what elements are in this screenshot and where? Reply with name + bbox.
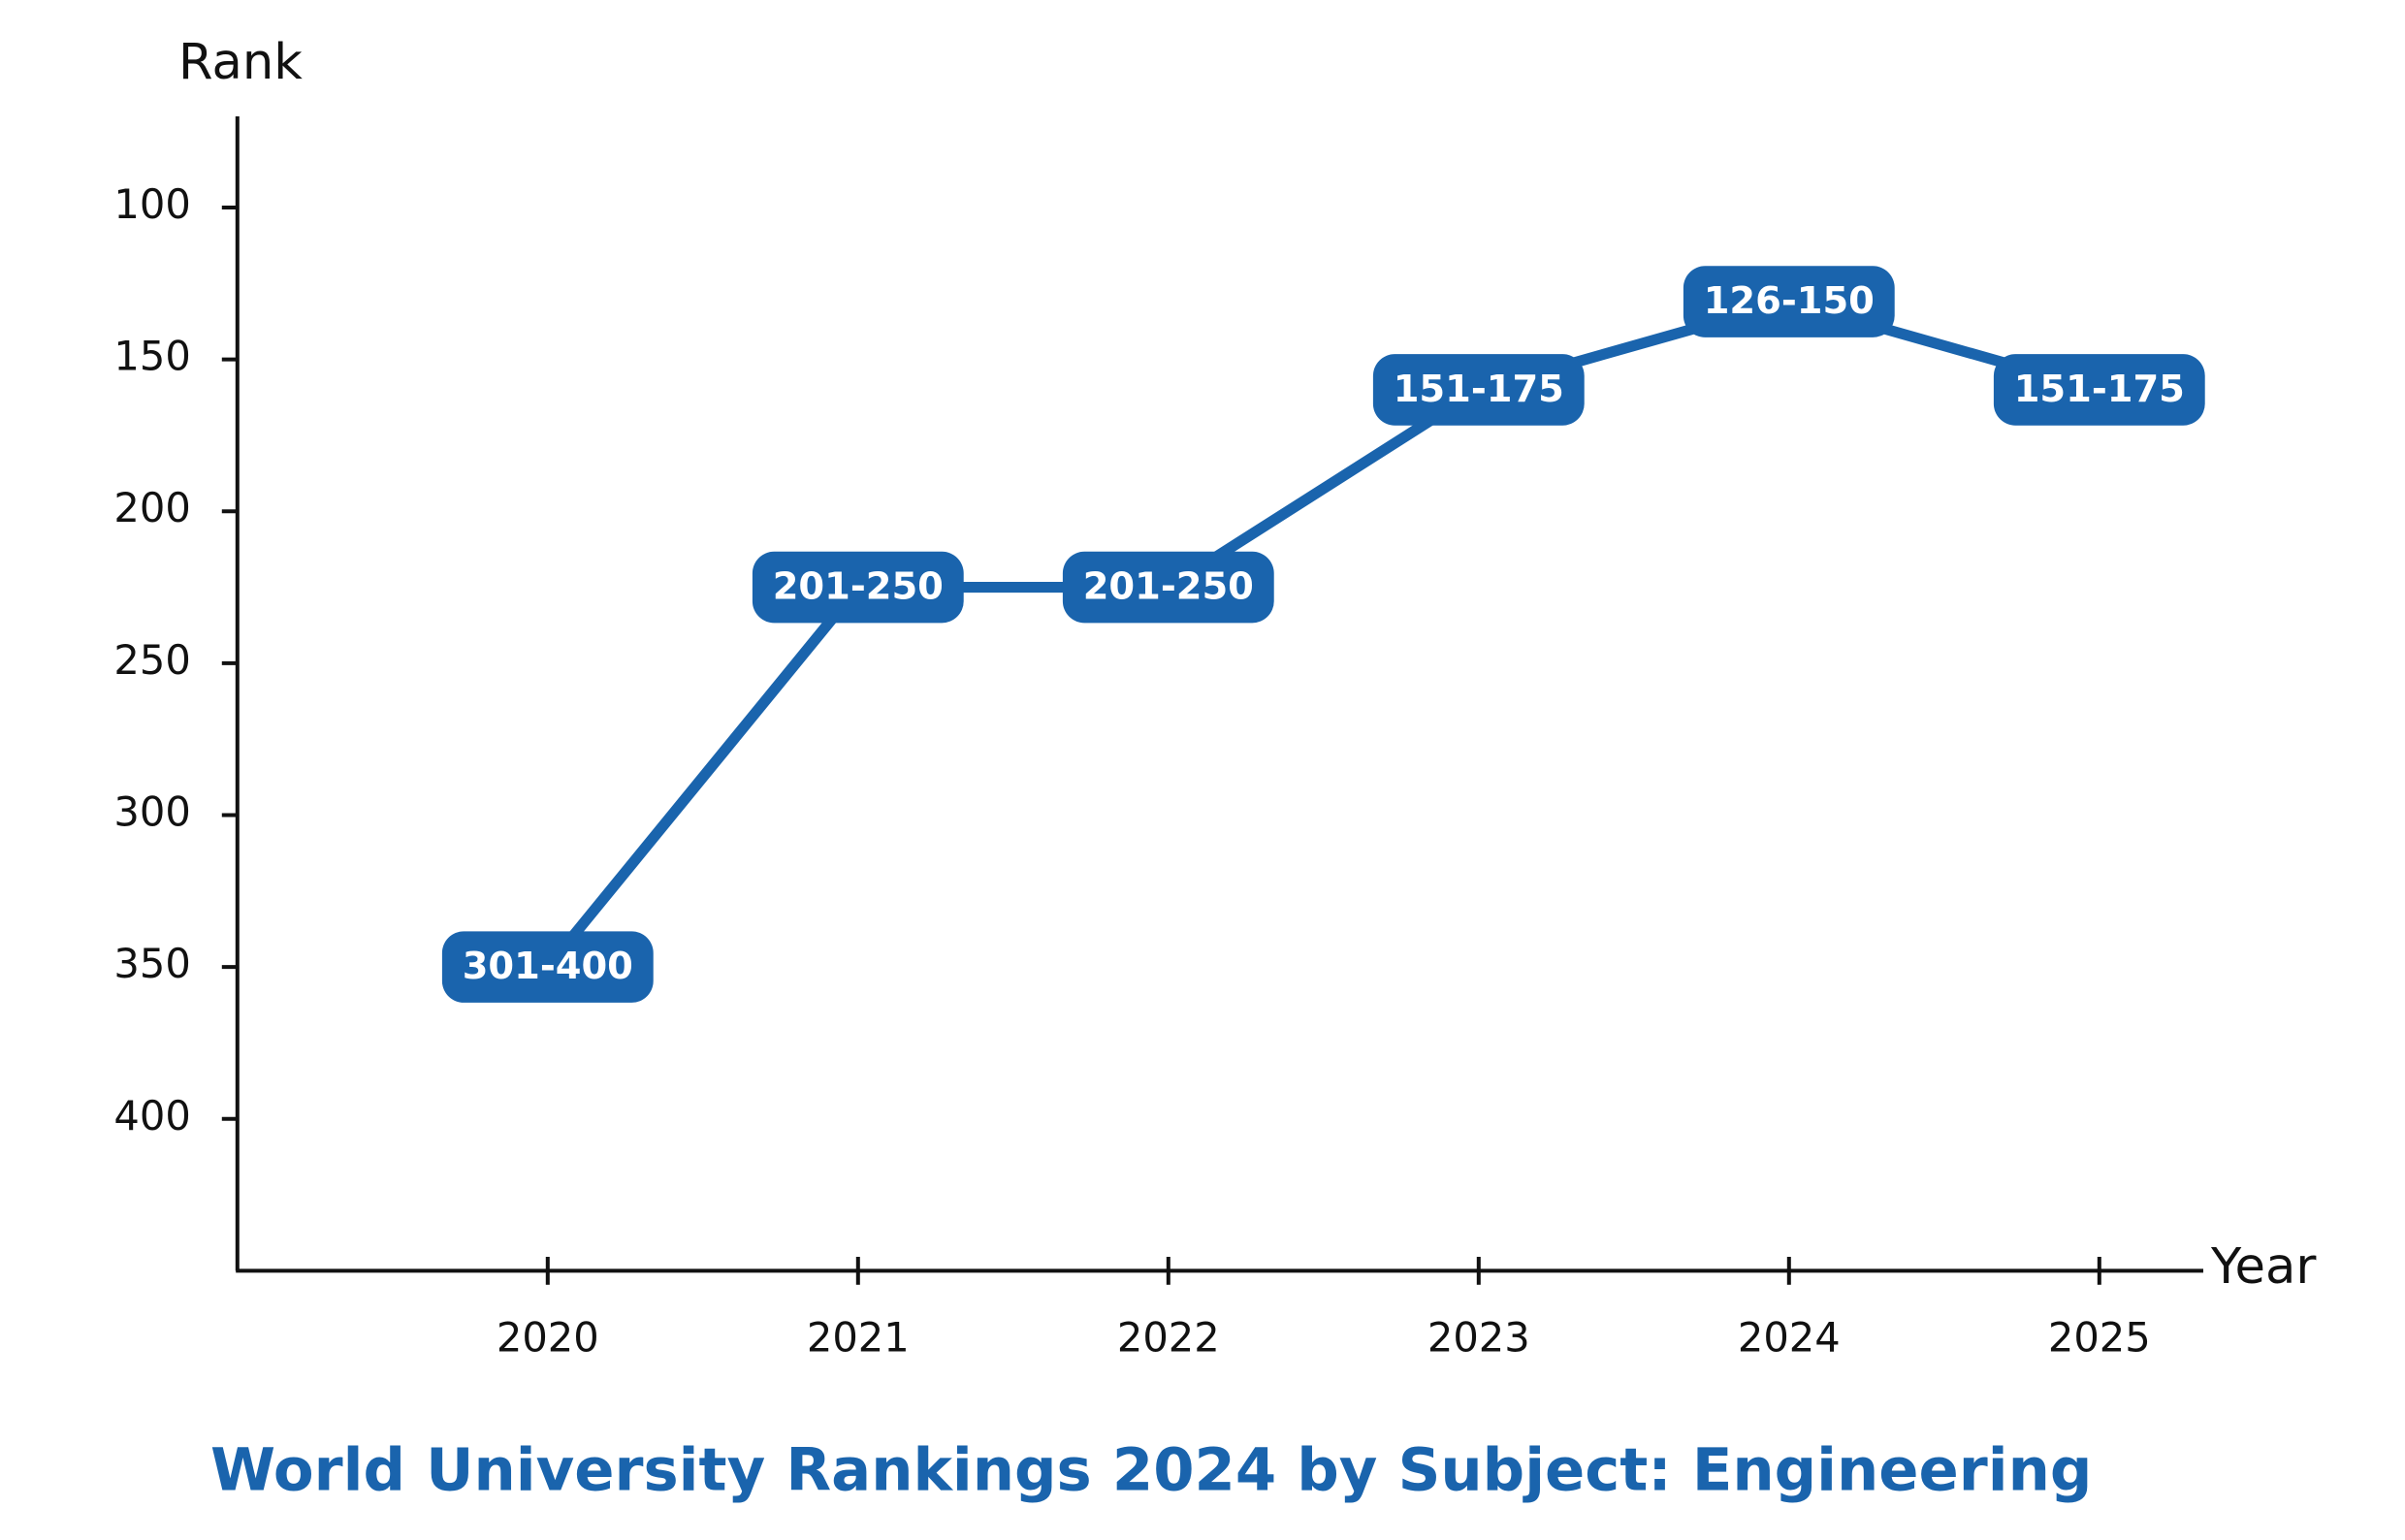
data-label: 201-250 xyxy=(773,565,944,609)
data-label-group: 126-150 xyxy=(1683,266,1895,337)
x-axis-label: Year xyxy=(2210,1237,2317,1296)
line xyxy=(543,296,2101,971)
data-label-group: 151-175 xyxy=(1372,354,1585,426)
data-label-box xyxy=(441,931,654,1003)
data-label-group: 301-400 xyxy=(441,931,654,1003)
y-tick-label: 200 xyxy=(113,484,190,531)
data-label-box xyxy=(1372,354,1585,426)
y-tick-label: 400 xyxy=(113,1092,190,1139)
data-label-group: 151-175 xyxy=(1993,354,2205,426)
y-tick-label: 150 xyxy=(113,333,190,380)
x-tick-label: 2021 xyxy=(807,1313,910,1361)
chart-title: World University Rankings 2024 by Subjec… xyxy=(210,1437,2092,1505)
y-tick-label: 100 xyxy=(113,180,190,228)
x-tick-label: 2022 xyxy=(1117,1313,1220,1361)
data-label-box xyxy=(1062,551,1274,624)
data-label: 126-150 xyxy=(1704,279,1875,323)
x-tick-label: 2024 xyxy=(1738,1313,1841,1361)
data-label-box xyxy=(752,551,964,624)
y-tick-label: 300 xyxy=(113,788,190,836)
data-label-box xyxy=(1683,266,1895,337)
data-label-group: 201-250 xyxy=(752,551,964,624)
data-label: 301-400 xyxy=(463,945,633,988)
x-tick-label: 2023 xyxy=(1427,1313,1530,1361)
data-label: 151-175 xyxy=(2014,368,2185,411)
data-label: 151-175 xyxy=(1394,368,1564,411)
data-label: 201-250 xyxy=(1083,565,1254,609)
x-tick-label: 2020 xyxy=(497,1313,599,1361)
y-axis-label: Rank xyxy=(178,33,303,91)
data-label-group: 201-250 xyxy=(1062,551,1274,624)
data-label-box xyxy=(1993,354,2205,426)
y-tick-label: 250 xyxy=(113,636,190,684)
y-tick-label: 350 xyxy=(113,940,190,987)
x-tick-label: 2025 xyxy=(2048,1313,2151,1361)
